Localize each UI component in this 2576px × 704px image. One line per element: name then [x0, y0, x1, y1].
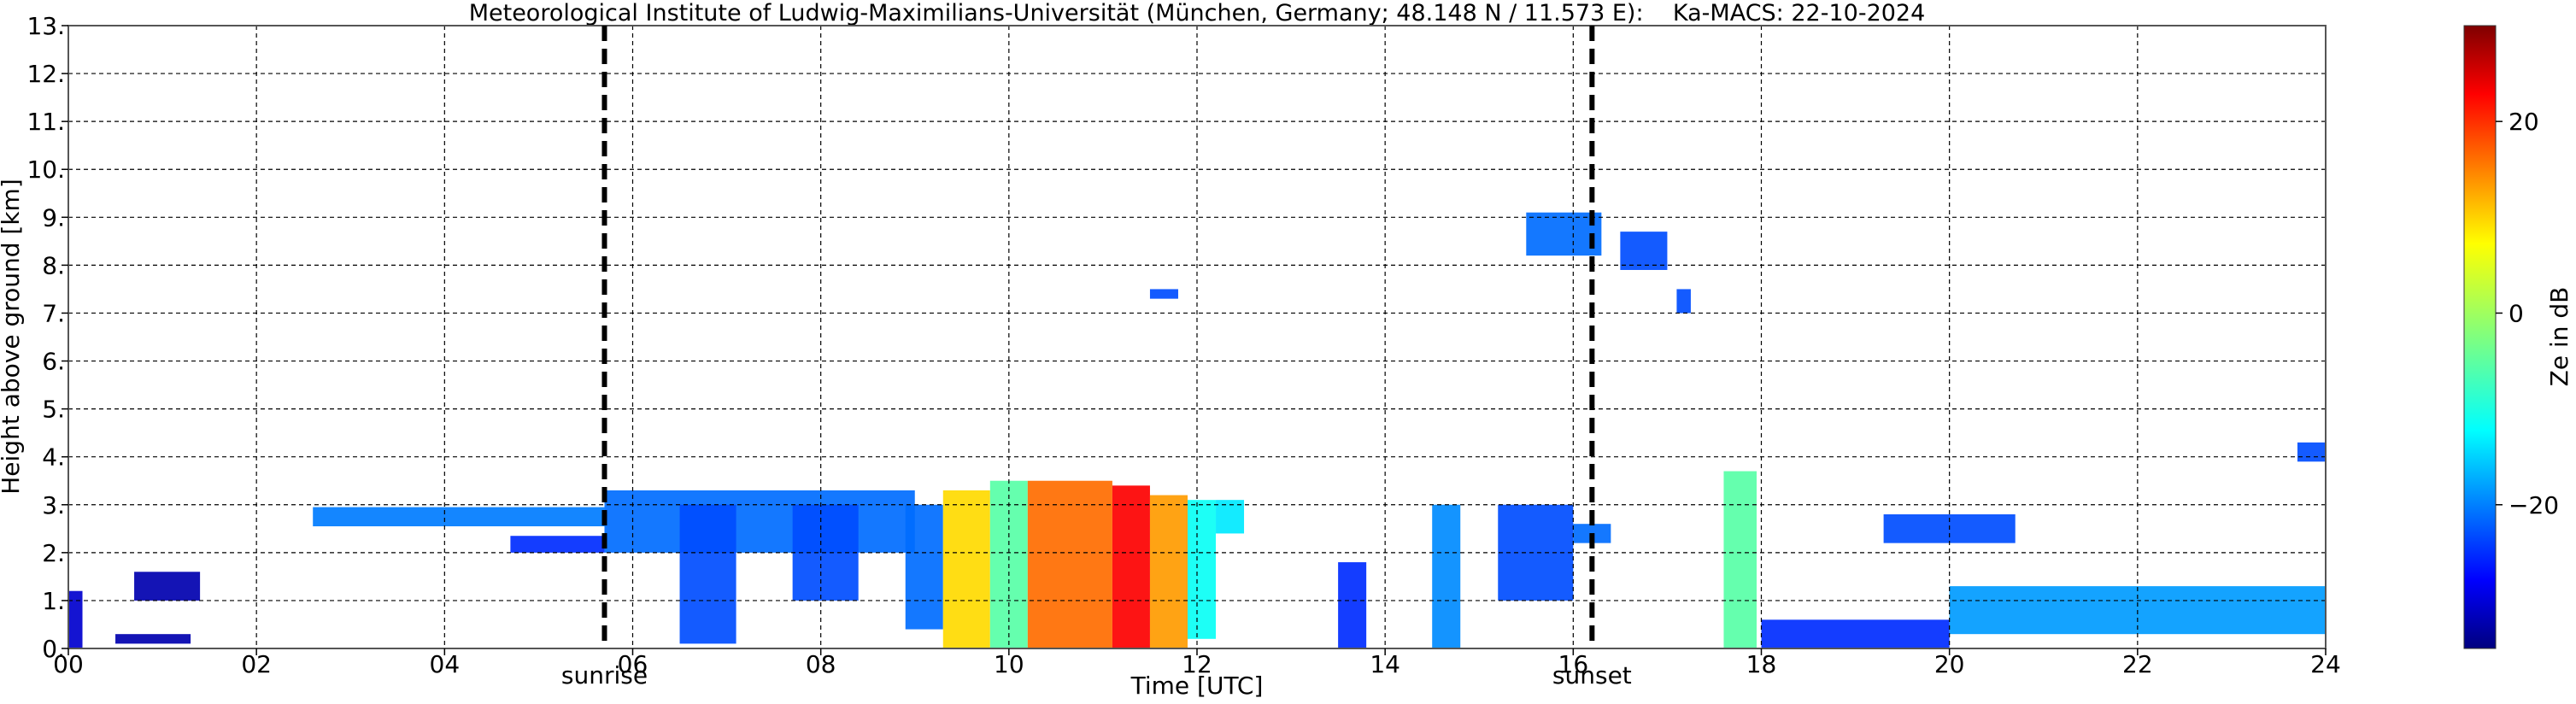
x-tick-label: 18 — [1746, 650, 1777, 678]
y-tick-label: 11. — [26, 108, 65, 136]
x-tick-label: 10 — [994, 650, 1024, 678]
x-tick-label: 24 — [2310, 650, 2341, 678]
x-tick-labels: 00 02 04 06 08 10 12 14 16 18 20 22 24 — [53, 648, 2341, 678]
y-tick-label: 7. — [42, 299, 65, 327]
echo-region — [1149, 289, 1178, 299]
y-tick-label: 8. — [42, 251, 65, 279]
x-tick-label: 14 — [1370, 650, 1400, 678]
echo-region — [313, 507, 605, 527]
colorbar-ticks: 20 0 −20 — [2496, 108, 2559, 519]
x-tick-label: 00 — [53, 650, 84, 678]
echo-region — [1620, 232, 1668, 270]
echo-region — [510, 536, 605, 553]
echo-region — [1149, 495, 1188, 648]
colorbar — [2463, 25, 2497, 649]
colorbar-tick-label: 20 — [2509, 108, 2539, 136]
y-tick-label: 10. — [26, 155, 65, 184]
echo-region — [1526, 212, 1602, 256]
echo-region — [1338, 562, 1367, 648]
y-tick-label: 6. — [42, 348, 65, 376]
echo-region — [905, 504, 943, 630]
y-tick-label: 13. — [26, 12, 65, 40]
y-tick-label: 3. — [42, 491, 65, 519]
sun-markers: sunrise sunset — [561, 26, 1632, 689]
y-tick-label: 9. — [42, 203, 65, 232]
echo-region — [1112, 485, 1150, 648]
sunrise-label: sunrise — [561, 661, 648, 689]
echo-region — [1432, 504, 1461, 648]
echo-region — [1676, 289, 1691, 314]
echo-region — [604, 490, 915, 553]
echo-region — [1216, 500, 1245, 534]
x-tick-label: 02 — [241, 650, 272, 678]
colorbar-label: Ze in dB — [2545, 287, 2573, 387]
colorbar-tick-label: 0 — [2509, 299, 2524, 327]
y-tick-label: 0. — [42, 635, 65, 663]
echo-region — [115, 634, 191, 644]
echo-region — [942, 490, 990, 648]
y-tick-label: 2. — [42, 539, 65, 567]
colorbar-tick-label: −20 — [2509, 491, 2559, 519]
echo-region — [1723, 471, 1757, 648]
echo-layer — [68, 212, 2326, 648]
chart-title: Meteorological Institute of Ludwig-Maxim… — [469, 0, 1926, 26]
y-tick-label: 5. — [42, 396, 65, 424]
y-tick-label: 12. — [26, 60, 65, 88]
x-tick-label: 16 — [1558, 650, 1589, 678]
x-tick-label: 22 — [2122, 650, 2153, 678]
x-tick-label: 20 — [1934, 650, 1965, 678]
sunset-label: sunset — [1552, 661, 1632, 689]
echo-region — [134, 572, 201, 601]
echo-region — [679, 504, 736, 644]
echo-region — [1761, 619, 1950, 648]
x-tick-label: 12 — [1182, 650, 1212, 678]
y-tick-label: 1. — [42, 587, 65, 615]
x-tick-label: 08 — [806, 650, 836, 678]
x-axis-label: Time [UTC] — [1130, 672, 1264, 700]
x-tick-label: 06 — [618, 650, 648, 678]
y-axis-label: Height above ground [km] — [0, 179, 25, 495]
echo-region — [1027, 480, 1112, 648]
x-tick-label: 04 — [430, 650, 461, 678]
echo-region — [2297, 442, 2326, 462]
echo-region — [68, 590, 83, 648]
y-tick-label: 4. — [42, 443, 65, 472]
y-tick-labels: 0. 1. 2. 3. 4. 5. 6. 7. 8. 9. 10. 11. 12. 13. — [26, 12, 68, 663]
echo-region — [1187, 500, 1217, 639]
